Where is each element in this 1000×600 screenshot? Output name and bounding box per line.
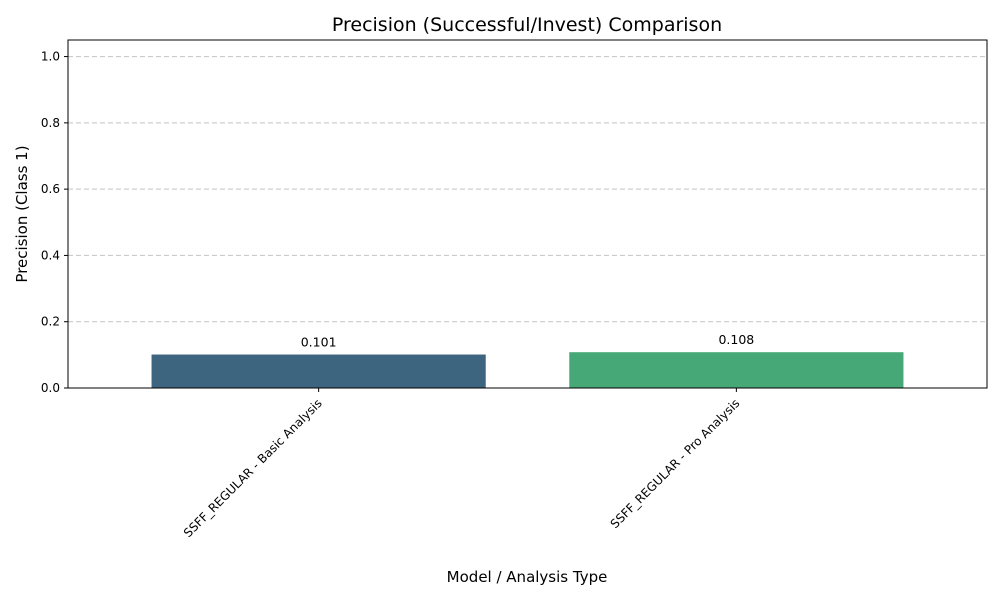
y-tick-label: 0.8 [41, 116, 60, 130]
bar [151, 354, 486, 388]
bars [151, 352, 904, 388]
y-tick-label: 0.2 [41, 315, 60, 329]
bar [569, 352, 904, 388]
y-axis-ticks: 0.0 0.2 0.4 0.6 0.8 1.0 [41, 50, 68, 395]
grid-lines [68, 56, 987, 323]
plot-frame [67, 39, 988, 389]
y-tick-label: 1.0 [41, 50, 60, 64]
x-tick-label: SSFF_REGULAR - Pro Analysis [608, 396, 743, 531]
y-tick-label: 0.6 [41, 182, 60, 196]
y-axis-label: Precision (Class 1) [13, 145, 31, 282]
chart-title: Precision (Successful/Invest) Comparison [332, 14, 722, 36]
x-axis-ticks: SSFF_REGULAR - Basic Analysis SSFF_REGULA… [181, 388, 743, 540]
data-labels: 0.101 0.108 [301, 332, 755, 349]
y-tick-label: 0.4 [41, 248, 60, 262]
y-tick-label: 0.0 [41, 381, 60, 395]
bar-value-label: 0.101 [301, 335, 337, 350]
x-axis-label: Model / Analysis Type [447, 568, 608, 586]
x-tick-label: SSFF_REGULAR - Basic Analysis [181, 396, 325, 540]
bar-value-label: 0.108 [718, 332, 754, 347]
